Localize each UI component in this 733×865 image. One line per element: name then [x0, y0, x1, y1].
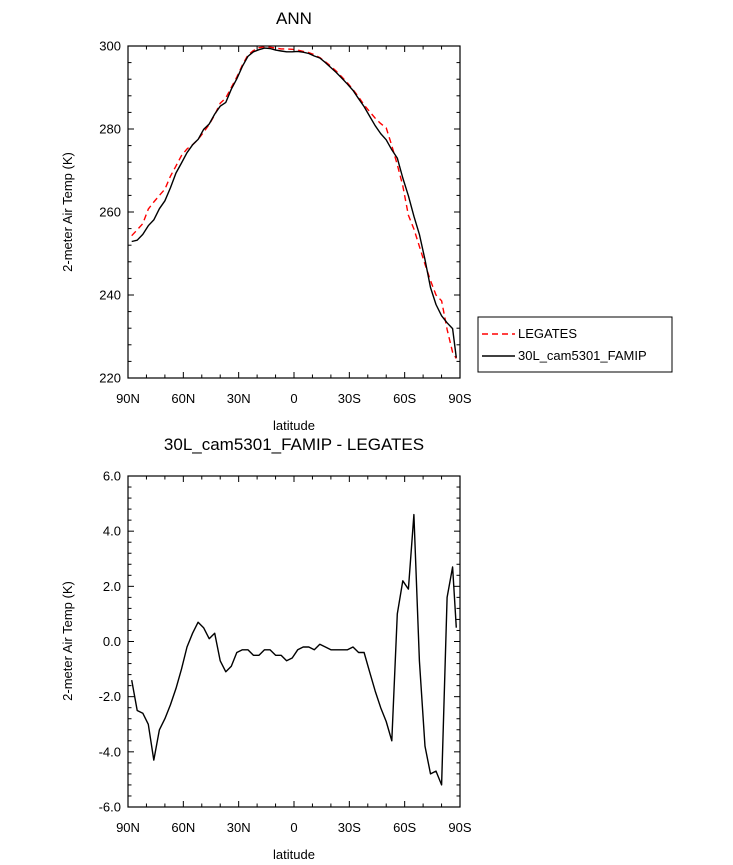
- top-y-axis-label: 2-meter Air Temp (K): [60, 152, 75, 272]
- bottom-x-tick-label: 60N: [171, 820, 195, 835]
- bottom-x-tick-label: 90S: [448, 820, 471, 835]
- top-x-tick-label: 30N: [227, 391, 251, 406]
- top-x-tick-label: 90S: [448, 391, 471, 406]
- bottom-plot-area: 90N 60N 30N 0 30S 60S 90S -6.0 -4.0 -2.0 0.0 2.0 4.0…: [99, 469, 472, 836]
- top-x-tick-label: 0: [290, 391, 297, 406]
- bottom-y-tick-label: -6.0: [99, 800, 121, 815]
- bottom-x-tick-label: 30N: [227, 820, 251, 835]
- bottom-y-axis-label: 2-meter Air Temp (K): [60, 581, 75, 701]
- bottom-x-axis-label: latitude: [273, 847, 315, 862]
- top-x-tick-label: 60N: [171, 391, 195, 406]
- bottom-x-tick-label: 60S: [393, 820, 416, 835]
- top-y-tick-label: 220: [99, 371, 121, 386]
- top-y-tick-label: 280: [99, 122, 121, 137]
- top-x-tick-label: 90N: [116, 391, 140, 406]
- legend-box: [477, 316, 673, 373]
- bottom-y-tick-label: 6.0: [103, 469, 121, 484]
- bottom-x-tick-label: 30S: [338, 820, 361, 835]
- bottom-y-tick-label: 4.0: [103, 524, 121, 539]
- top-series-line-0: [131, 46, 457, 359]
- top-plot-area: 90N 60N 30N 0 30S 60S 90S 220 240 260 280 300: [99, 39, 472, 407]
- bottom-chart-panel: 30L_cam5301_FAMIP - LEGATES 90N 60N 30N 0 30…: [60, 435, 472, 862]
- bottom-y-tick-label: -2.0: [99, 689, 121, 704]
- top-y-tick-label: 260: [99, 205, 121, 220]
- top-chart-title: ANN: [276, 9, 312, 28]
- legend-label-model: 30L_cam5301_FAMIP: [518, 348, 647, 363]
- top-x-axis-label: latitude: [273, 418, 315, 433]
- top-x-tick-label: 30S: [338, 391, 361, 406]
- bottom-series-line-0: [131, 513, 457, 786]
- bottom-y-tick-label: 0.0: [103, 634, 121, 649]
- top-x-tick-label: 60S: [393, 391, 416, 406]
- bottom-x-tick-label: 90N: [116, 820, 140, 835]
- top-y-tick-label: 300: [99, 39, 121, 54]
- top-chart-panel: ANN 90N 60N 30N 0 30S 60S 90S 220 240 260 280 300 l…: [60, 9, 472, 433]
- bottom-y-tick-label: -4.0: [99, 744, 121, 759]
- top-y-tick-label: 240: [99, 288, 121, 303]
- bottom-y-tick-label: 2.0: [103, 579, 121, 594]
- bottom-chart-title: 30L_cam5301_FAMIP - LEGATES: [164, 435, 424, 454]
- legend: LEGATES 30L_cam5301_FAMIP: [477, 316, 673, 373]
- legend-label-legates: LEGATES: [518, 326, 577, 341]
- bottom-x-tick-label: 0: [290, 820, 297, 835]
- top-series-line-1: [131, 47, 457, 358]
